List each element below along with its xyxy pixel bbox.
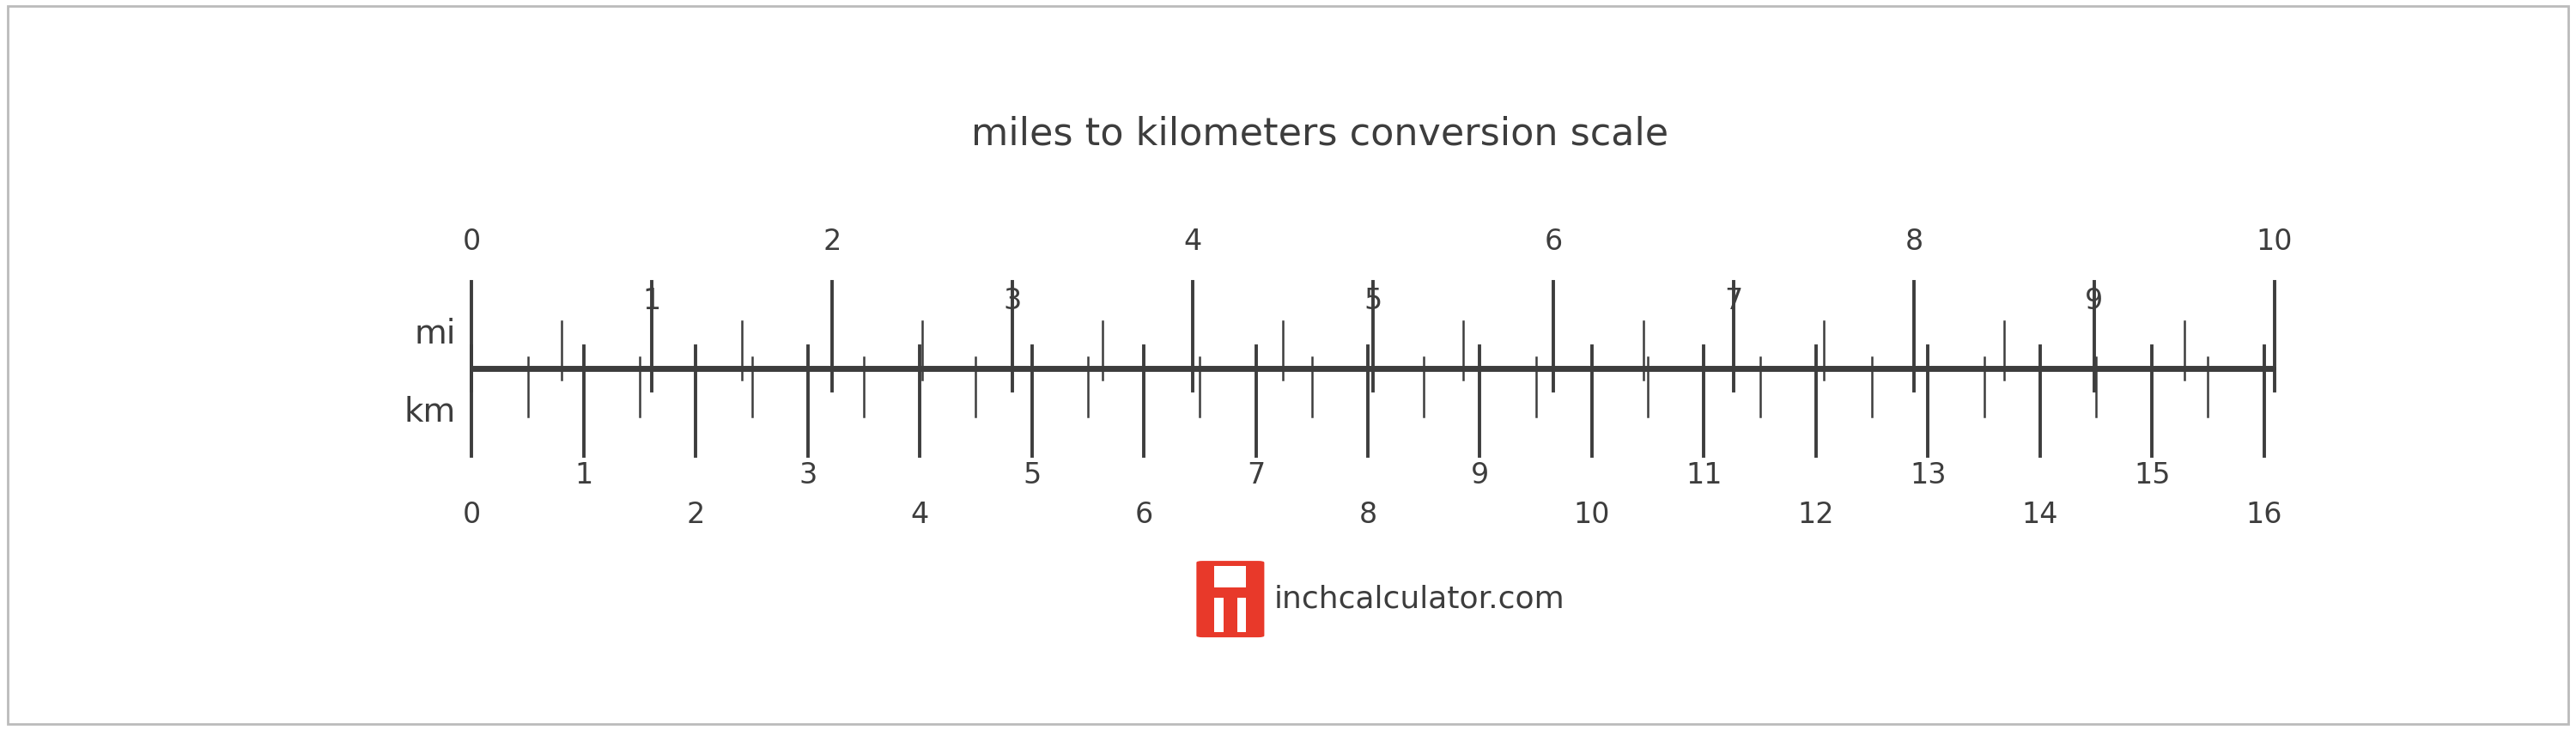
Text: 9: 9 [2084, 287, 2105, 315]
Text: 6: 6 [1133, 501, 1154, 529]
Text: 4: 4 [1185, 228, 1203, 256]
Text: mi: mi [415, 318, 456, 350]
Text: 9: 9 [1471, 461, 1489, 490]
Text: 13: 13 [1909, 461, 1947, 490]
Text: 3: 3 [1005, 287, 1023, 315]
Text: 7: 7 [1247, 461, 1265, 490]
Text: 3: 3 [799, 461, 817, 490]
Text: 1: 1 [574, 461, 592, 490]
Text: 5: 5 [1023, 461, 1041, 490]
Text: 12: 12 [1798, 501, 1834, 529]
Text: 5: 5 [1363, 287, 1383, 315]
Text: 0: 0 [464, 501, 482, 529]
Text: 1: 1 [644, 287, 662, 315]
Text: 2: 2 [688, 501, 706, 529]
Text: 15: 15 [2133, 461, 2169, 490]
Text: 2: 2 [824, 228, 842, 256]
Text: 10: 10 [2257, 228, 2293, 256]
Text: 0: 0 [464, 228, 482, 256]
Text: 16: 16 [2246, 501, 2282, 529]
Text: 10: 10 [1574, 501, 1610, 529]
Text: miles to kilometers conversion scale: miles to kilometers conversion scale [971, 116, 1669, 153]
Text: 8: 8 [1358, 501, 1378, 529]
Text: 8: 8 [1904, 228, 1924, 256]
FancyBboxPatch shape [1236, 598, 1247, 632]
Text: 14: 14 [2022, 501, 2058, 529]
Text: inchcalculator.com: inchcalculator.com [1275, 585, 1566, 614]
Text: km: km [404, 396, 456, 429]
Text: 7: 7 [1723, 287, 1744, 315]
FancyBboxPatch shape [1213, 598, 1224, 632]
Text: 6: 6 [1543, 228, 1564, 256]
Text: 11: 11 [1685, 461, 1723, 490]
FancyBboxPatch shape [1195, 561, 1265, 637]
FancyBboxPatch shape [1213, 566, 1247, 588]
Text: 4: 4 [912, 501, 930, 529]
